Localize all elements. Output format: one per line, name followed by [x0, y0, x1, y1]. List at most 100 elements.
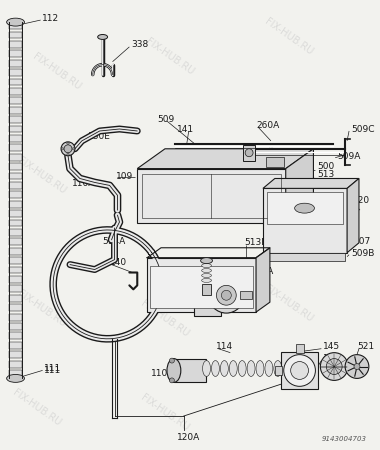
Polygon shape [263, 179, 359, 189]
Bar [9, 201, 22, 208]
Text: 500: 500 [317, 162, 335, 171]
Ellipse shape [256, 360, 264, 376]
Ellipse shape [212, 360, 219, 376]
Text: 338: 338 [131, 40, 149, 50]
Bar [174, 359, 206, 382]
Text: 110D: 110D [151, 369, 175, 378]
Circle shape [61, 142, 75, 156]
Circle shape [67, 142, 69, 144]
Bar [9, 60, 22, 67]
Bar [9, 154, 22, 161]
Bar [9, 360, 22, 368]
Polygon shape [137, 149, 314, 169]
Circle shape [67, 153, 69, 155]
Text: 521: 521 [357, 342, 374, 351]
Bar [265, 253, 345, 261]
Text: 509C: 509C [351, 125, 375, 134]
Bar [263, 189, 347, 253]
Bar [9, 116, 22, 123]
Bar [9, 163, 22, 170]
Bar [9, 88, 22, 95]
Ellipse shape [203, 360, 211, 376]
Ellipse shape [265, 360, 273, 376]
Bar [9, 314, 22, 320]
Text: 509B: 509B [351, 249, 374, 258]
Ellipse shape [238, 360, 246, 376]
Text: 140: 140 [109, 258, 127, 267]
Text: FIX-HUB.RU: FIX-HUB.RU [144, 165, 196, 206]
Text: FIX-HUB.RU: FIX-HUB.RU [30, 51, 82, 92]
Polygon shape [347, 179, 359, 253]
Ellipse shape [202, 269, 212, 273]
Text: 130: 130 [323, 354, 340, 363]
Bar [9, 144, 22, 151]
Bar [9, 276, 22, 283]
Text: FIX-HUB.RU: FIX-HUB.RU [263, 284, 315, 324]
Bar [9, 333, 22, 339]
Bar [296, 344, 304, 353]
Bar [9, 182, 22, 189]
Bar [9, 32, 22, 38]
Bar [9, 304, 22, 311]
Ellipse shape [220, 360, 228, 376]
Bar [9, 172, 22, 180]
Bar [147, 258, 256, 312]
Bar [9, 370, 22, 377]
Bar [9, 238, 22, 245]
Bar [287, 363, 293, 374]
Bar [9, 285, 22, 292]
Bar [142, 174, 281, 218]
Text: 120A: 120A [177, 433, 200, 442]
Bar [9, 50, 22, 57]
Ellipse shape [202, 259, 212, 263]
Text: 120: 120 [353, 196, 370, 205]
Ellipse shape [247, 360, 255, 376]
Bar [202, 284, 212, 295]
Circle shape [72, 148, 74, 150]
Text: 141: 141 [177, 125, 194, 134]
Bar [9, 79, 22, 86]
Circle shape [291, 362, 309, 379]
Bar [9, 97, 22, 104]
Text: FIX-HUB.RU: FIX-HUB.RU [263, 145, 315, 186]
Circle shape [284, 355, 315, 386]
Text: FIX-HUB.RU: FIX-HUB.RU [16, 289, 68, 329]
Bar [150, 266, 253, 308]
Bar [267, 192, 343, 224]
Bar [9, 107, 22, 114]
Bar [240, 291, 252, 299]
Circle shape [209, 278, 244, 313]
Bar [9, 295, 22, 302]
Text: 540A: 540A [250, 267, 273, 276]
Bar [281, 352, 318, 389]
Ellipse shape [202, 274, 212, 278]
Text: 509: 509 [157, 115, 174, 124]
Text: 109: 109 [116, 172, 133, 181]
Polygon shape [286, 149, 314, 223]
Bar [266, 157, 284, 166]
Circle shape [169, 378, 174, 383]
Bar [9, 323, 22, 330]
Bar [9, 126, 22, 132]
Circle shape [222, 290, 231, 300]
Text: 513: 513 [317, 170, 335, 179]
Circle shape [64, 145, 72, 153]
Bar [137, 169, 286, 223]
Text: FIX-HUB.RU: FIX-HUB.RU [144, 36, 196, 77]
Text: 130E: 130E [88, 132, 111, 141]
Text: 307: 307 [353, 237, 370, 246]
Bar [275, 365, 282, 375]
Ellipse shape [201, 258, 212, 264]
Ellipse shape [294, 203, 314, 213]
Bar [194, 294, 222, 316]
Circle shape [320, 353, 348, 380]
Text: 260B: 260B [241, 179, 264, 188]
Text: FIX-HUB.RU: FIX-HUB.RU [139, 299, 191, 339]
Ellipse shape [98, 35, 108, 40]
Circle shape [326, 359, 342, 374]
Circle shape [61, 148, 64, 150]
Ellipse shape [202, 279, 212, 283]
Text: FIX-HUB.RU: FIX-HUB.RU [11, 388, 62, 428]
Text: 260A: 260A [256, 121, 279, 130]
Ellipse shape [6, 374, 24, 382]
